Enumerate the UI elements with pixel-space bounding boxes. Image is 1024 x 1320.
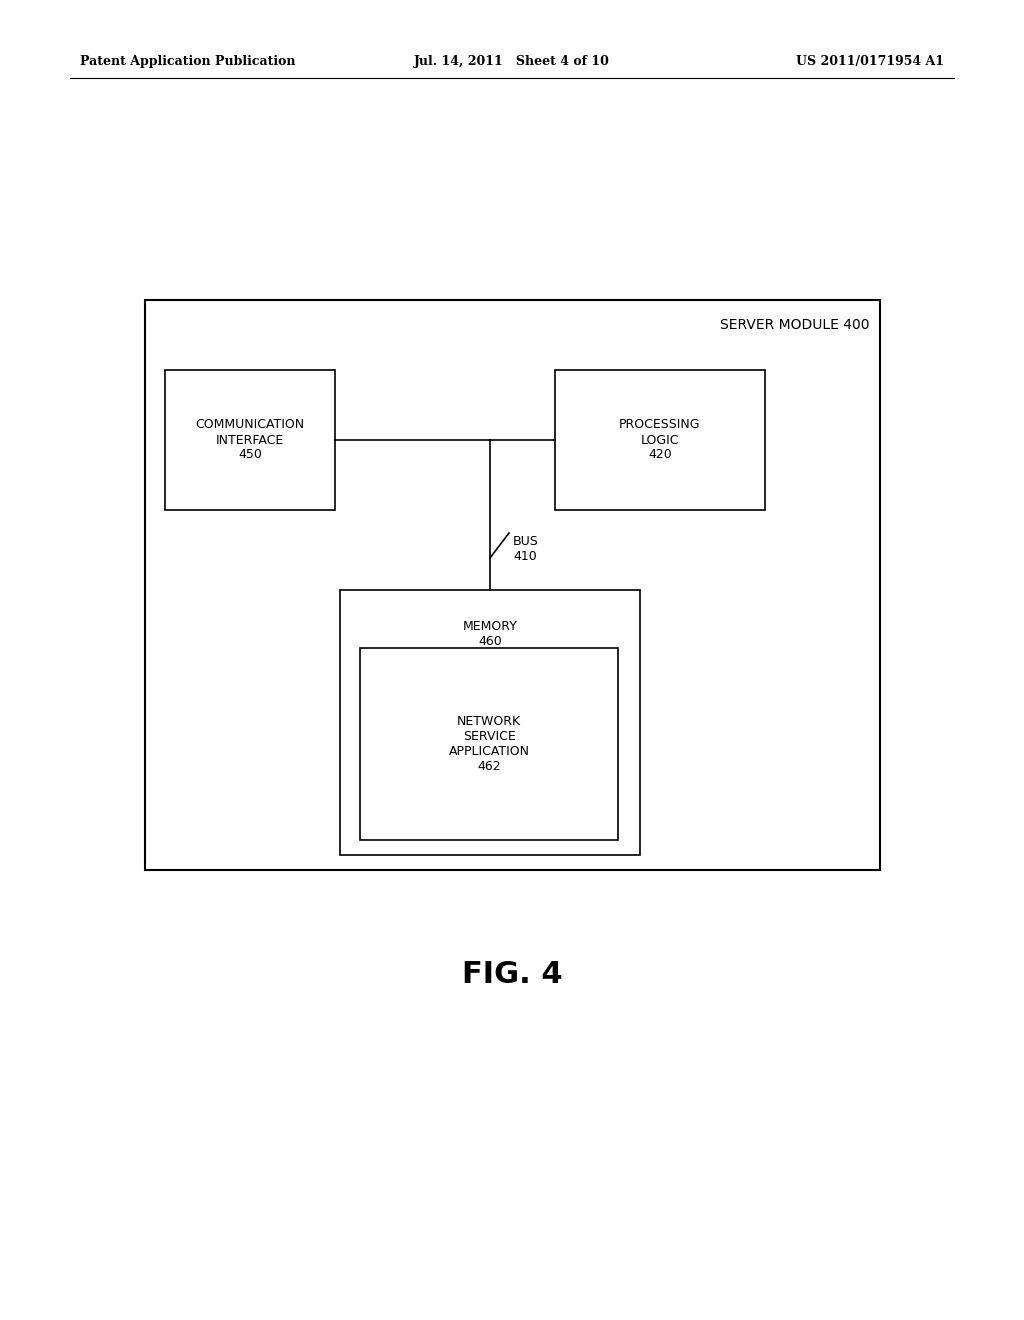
- Bar: [165, 370, 335, 510]
- Bar: [340, 590, 640, 855]
- Text: NETWORK
SERVICE
APPLICATION
462: NETWORK SERVICE APPLICATION 462: [449, 715, 529, 774]
- Text: US 2011/0171954 A1: US 2011/0171954 A1: [796, 55, 944, 69]
- Bar: [555, 370, 765, 510]
- Text: Patent Application Publication: Patent Application Publication: [80, 55, 296, 69]
- Text: SERVER MODULE 400: SERVER MODULE 400: [721, 318, 870, 333]
- Text: MEMORY
460: MEMORY 460: [463, 620, 517, 648]
- Bar: [145, 300, 880, 870]
- Bar: [360, 648, 618, 840]
- Text: COMMUNICATION
INTERFACE
450: COMMUNICATION INTERFACE 450: [196, 418, 304, 462]
- Text: FIG. 4: FIG. 4: [462, 960, 562, 989]
- Text: PROCESSING
LOGIC
420: PROCESSING LOGIC 420: [620, 418, 700, 462]
- Text: BUS
410: BUS 410: [513, 535, 539, 564]
- Text: Jul. 14, 2011   Sheet 4 of 10: Jul. 14, 2011 Sheet 4 of 10: [414, 55, 610, 69]
